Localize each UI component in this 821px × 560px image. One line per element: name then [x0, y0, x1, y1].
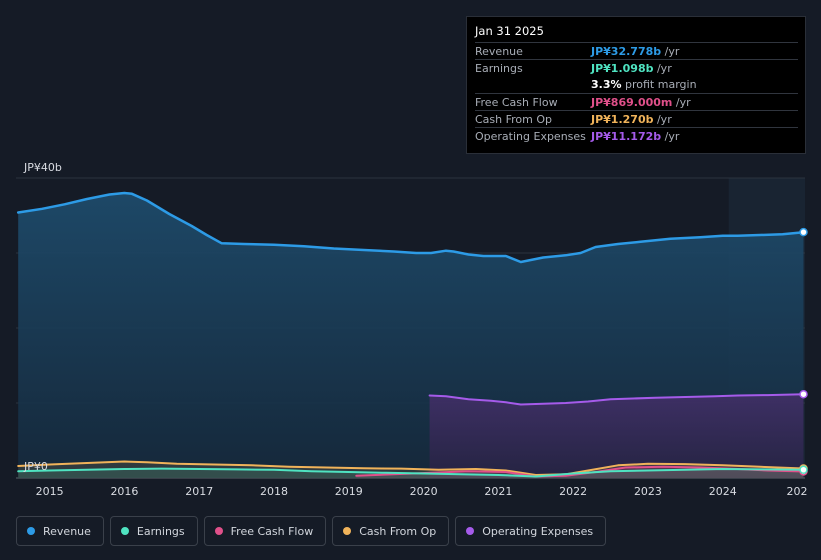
- y-axis-top-label: JP¥40b: [23, 161, 62, 174]
- tooltip-row: Free Cash Flow JP¥869.000m /yr: [475, 93, 798, 111]
- x-tick-label: 2024: [709, 485, 737, 498]
- x-tick-label: 2017: [185, 485, 213, 498]
- tooltip-value-unit: /yr: [653, 62, 672, 75]
- tooltip-row-value: JP¥11.172b /yr: [591, 130, 679, 143]
- operating-expenses-end-marker: [799, 389, 808, 399]
- tooltip-row-label: Revenue: [475, 45, 523, 58]
- y-axis-bottom-label: JP¥0: [23, 460, 48, 473]
- x-tick-label: 2019: [335, 485, 363, 498]
- series-areas: [18, 193, 804, 478]
- tooltip-row-value: JP¥1.270b /yr: [591, 113, 672, 126]
- tooltip-value-unit: /yr: [672, 96, 691, 109]
- tooltip-row-value: JP¥32.778b /yr: [591, 45, 679, 58]
- legend-label: Cash From Op: [359, 524, 437, 538]
- legend-item-cash-from-op[interactable]: Cash From Op: [332, 516, 450, 546]
- tooltip-row-label: Cash From Op: [475, 113, 553, 126]
- tooltip-row: 3.3% profit margin: [475, 76, 798, 93]
- tooltip-value-number: 3.3%: [591, 78, 622, 91]
- legend-dot-icon: [214, 527, 223, 535]
- x-tick-label: 2021: [484, 485, 512, 498]
- tooltip-value-number: JP¥1.270b: [591, 113, 654, 126]
- series-end-markers: [799, 227, 808, 476]
- legend-label: Operating Expenses: [482, 524, 594, 538]
- operating-expenses-area: [429, 394, 804, 478]
- data-tooltip: Jan 31 2025 Revenue JP¥32.778b /yr Earning…: [466, 16, 806, 154]
- revenue-line: [16, 191, 805, 264]
- legend-item-free-cash-flow[interactable]: Free Cash Flow: [203, 516, 327, 546]
- x-tick-label: 2016: [110, 485, 138, 498]
- x-tick-label: 2018: [260, 485, 288, 498]
- series-lines: [16, 191, 805, 478]
- tooltip-row-value: JP¥869.000m /yr: [591, 96, 691, 109]
- earnings-end-marker: [799, 465, 808, 474]
- tooltip-value-number: JP¥869.000m: [591, 96, 673, 109]
- x-tick-label: 202: [787, 485, 808, 498]
- legend-item-revenue[interactable]: Revenue: [16, 516, 104, 546]
- tooltip-row: Cash From Op JP¥1.270b /yr: [475, 110, 798, 128]
- tooltip-value-unit: /yr: [661, 130, 680, 143]
- tooltip-row-label: Operating Expenses: [475, 130, 586, 143]
- x-tick-label: 2015: [36, 485, 64, 498]
- legend-label: Free Cash Flow: [230, 524, 314, 538]
- tooltip-row: Operating Expenses JP¥11.172b /yr: [475, 127, 798, 145]
- tooltip-row-label: Free Cash Flow: [475, 96, 558, 109]
- tooltip-value-number: JP¥32.778b: [591, 45, 662, 58]
- chart-area: JP¥40b JP¥0 2015 2016 2017 2018 2019 2020 2021…: [16, 161, 808, 498]
- tooltip-row: Revenue JP¥32.778b /yr: [475, 42, 798, 60]
- legend-item-operating-expenses[interactable]: Operating Expenses: [455, 516, 607, 546]
- legend-label: Earnings: [136, 524, 185, 538]
- revenue-end-marker: [799, 227, 808, 237]
- earnings-line: [17, 467, 805, 478]
- tooltip-date: Jan 31 2025: [475, 24, 544, 38]
- chart-legend: Revenue Earnings Free Cash Flow Cash From O…: [16, 516, 607, 546]
- tooltip-value-number: JP¥1.098b: [591, 62, 654, 75]
- legend-label: Revenue: [43, 524, 91, 538]
- legend-item-earnings[interactable]: Earnings: [109, 516, 198, 546]
- cash-from-op-line: [17, 460, 805, 476]
- legend-dot-icon: [466, 527, 475, 535]
- operating-expenses-line: [428, 393, 805, 406]
- legend-dot-icon: [120, 527, 129, 535]
- tooltip-row-value: JP¥1.098b /yr: [591, 62, 672, 75]
- legend-dot-icon: [343, 527, 352, 535]
- tooltip-value-unit: /yr: [661, 45, 680, 58]
- x-axis-ticks: 2015 2016 2017 2018 2019 2020 2021 2022 2023 2024…: [36, 485, 808, 498]
- legend-dot-icon: [27, 527, 35, 535]
- tooltip-row-value: 3.3% profit margin: [591, 78, 697, 91]
- tooltip-value-unit: /yr: [653, 113, 672, 126]
- tooltip-value-unit: profit margin: [621, 78, 697, 91]
- tooltip-row: Earnings JP¥1.098b /yr: [475, 59, 798, 77]
- x-tick-label: 2023: [634, 485, 662, 498]
- tooltip-row-label: Earnings: [475, 62, 523, 75]
- tooltip-value-number: JP¥11.172b: [591, 130, 662, 143]
- x-tick-label: 2022: [559, 485, 587, 498]
- x-tick-label: 2020: [410, 485, 438, 498]
